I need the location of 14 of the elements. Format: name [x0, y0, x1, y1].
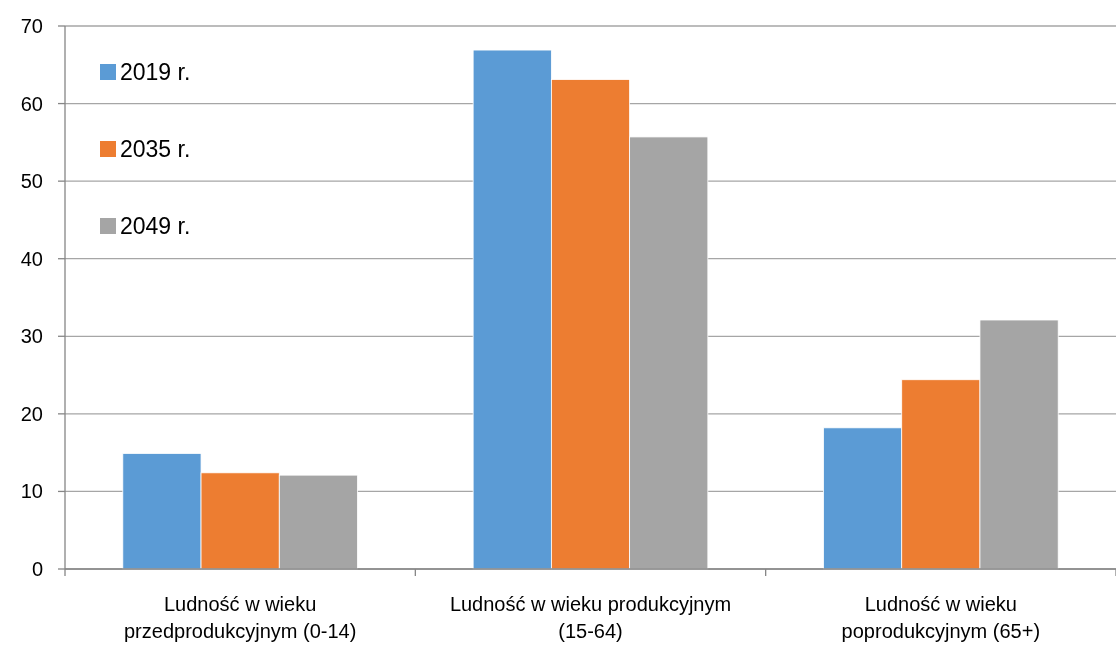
x-tick-label: Ludność w wieku poprodukcyjnym (65+) — [841, 593, 1041, 642]
x-tick-label: Ludność w wieku produkcyjnym (15-64) — [449, 593, 732, 642]
legend-label: 2035 r. — [120, 136, 191, 163]
y-tick-label: 70 — [20, 15, 43, 37]
legend-label: 2049 r. — [120, 213, 191, 240]
y-tick-label: 20 — [20, 402, 43, 425]
y-tick-label: 10 — [20, 480, 43, 503]
y-tick-label: 0 — [31, 558, 43, 580]
y-tick-label: 50 — [20, 170, 43, 193]
y-tick-label: 40 — [20, 247, 43, 270]
x-tick-label: Ludność w wieku przedprodukcyjnym (0-14) — [124, 593, 357, 642]
legend-label: 2019 r. — [120, 59, 191, 86]
y-tick-label: 60 — [20, 92, 43, 115]
y-tick-label: 30 — [20, 325, 43, 348]
